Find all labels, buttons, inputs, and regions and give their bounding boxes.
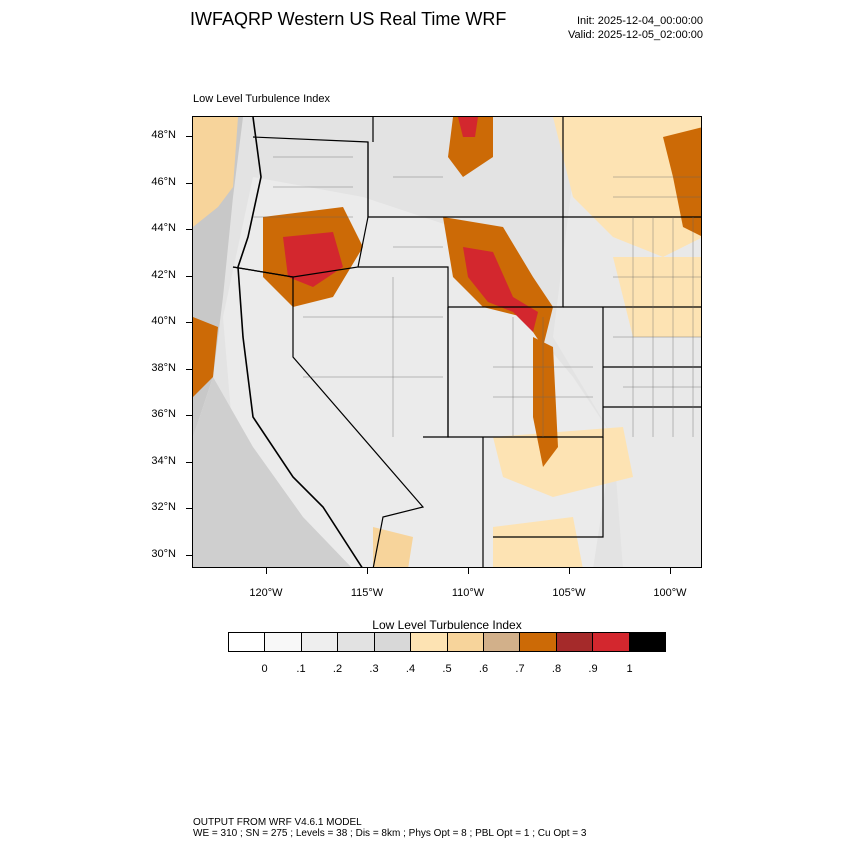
colorbar-box — [556, 633, 594, 651]
dakota-turbulence — [663, 127, 701, 236]
lon-label-100w: 100°W — [653, 587, 687, 599]
lat-tick — [186, 183, 192, 184]
colorbar-label: .4 — [405, 663, 416, 675]
lat-label-30n: 30°N — [151, 548, 176, 560]
lat-label-48n: 48°N — [151, 129, 176, 141]
lat-tick — [186, 462, 192, 463]
colorbar-box — [338, 633, 375, 651]
colorbar-box — [265, 633, 302, 651]
lat-label-32n: 32°N — [151, 501, 176, 513]
border-turbulence-east — [493, 517, 583, 567]
valid-time: Valid: 2025-12-05_02:00:00 — [568, 29, 703, 41]
border-turbulence-west — [373, 527, 413, 567]
montana-turbulence — [448, 117, 493, 177]
colorbar-title: Low Level Turbulence Index — [372, 618, 522, 632]
colorbar-label: .8 — [551, 663, 562, 675]
turbulence-map — [193, 117, 701, 567]
lat-tick — [186, 276, 192, 277]
colorbar-box — [301, 633, 339, 651]
lat-label-42n: 42°N — [151, 269, 176, 281]
colorbar-box — [520, 633, 557, 651]
front-range-turbulence — [533, 337, 558, 467]
colorbar-label: .7 — [515, 663, 525, 675]
run-info: Init: 2025-12-04_00:00:00 Valid: 2025-12… — [520, 14, 703, 42]
lat-tick — [186, 555, 192, 556]
lat-tick — [186, 508, 192, 509]
colorbar-label: .3 — [369, 663, 379, 675]
county-lines — [253, 156, 701, 437]
colorbar-box — [229, 633, 266, 651]
plains-turbulence-north — [553, 117, 701, 257]
main-title: IWFAQRP Western US Real Time WRF — [190, 9, 507, 29]
southern-plains-turbulence — [493, 427, 633, 497]
lat-label-34n: 34°N — [151, 455, 176, 467]
colorbar-box — [374, 633, 412, 651]
lat-label-36n: 36°N — [151, 408, 176, 420]
lon-tick — [266, 568, 267, 574]
colorbar-box — [593, 633, 630, 651]
lat-label-46n: 46°N — [151, 176, 176, 188]
colorbar-label: .9 — [588, 663, 598, 675]
lat-tick — [186, 136, 192, 137]
offshore-turbulence-north — [193, 117, 238, 227]
footer-line-config: WE = 310 ; SN = 275 ; Levels = 38 ; Dis … — [193, 828, 587, 839]
colorbar-box — [411, 633, 448, 651]
lon-tick — [367, 568, 368, 574]
footer-line-model: OUTPUT FROM WRF V4.6.1 MODEL — [193, 817, 362, 828]
init-time: Init: 2025-12-04_00:00:00 — [577, 15, 703, 27]
southwest-offshore-shading — [193, 377, 352, 567]
lon-tick — [569, 568, 570, 574]
lon-tick — [468, 568, 469, 574]
montana-severe — [458, 117, 478, 137]
lon-label-115w: 115°W — [350, 587, 384, 599]
lat-tick — [186, 415, 192, 416]
model-footer: OUTPUT FROM WRF V4.6.1 MODEL WE = 310 ; … — [193, 817, 586, 839]
great-basin-north-severe — [283, 232, 343, 287]
colorbar-box — [629, 633, 666, 651]
lon-label-110w: 110°W — [451, 587, 485, 599]
colorbar-label: 0 — [261, 663, 268, 675]
colorbar-box — [483, 633, 521, 651]
lon-tick — [670, 568, 671, 574]
lat-tick — [186, 369, 192, 370]
map-frame — [192, 116, 702, 568]
lon-label-120w: 120°W — [249, 587, 283, 599]
colorbar-label: .5 — [442, 663, 452, 675]
colorbar-label: .6 — [478, 663, 489, 675]
pacific-coastline — [237, 117, 363, 567]
lat-tick — [186, 322, 192, 323]
colorbar-label: 1 — [626, 663, 633, 675]
lat-label-38n: 38°N — [151, 362, 176, 374]
colorbar-label: .2 — [332, 663, 343, 675]
colorbar — [228, 632, 666, 652]
lon-label-105w: 105°W — [552, 587, 586, 599]
plot-label: Low Level Turbulence Index — [193, 93, 330, 105]
colorbar-box — [447, 633, 484, 651]
lat-tick — [186, 229, 192, 230]
lat-label-40n: 40°N — [151, 315, 176, 327]
lat-label-44n: 44°N — [151, 222, 176, 234]
colorbar-label: .1 — [296, 663, 306, 675]
rockies-severe — [463, 247, 538, 332]
offshore-turbulence-central — [193, 317, 218, 397]
